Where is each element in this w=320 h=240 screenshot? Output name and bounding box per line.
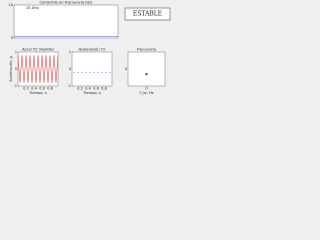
y-tick-label: -1 <box>67 84 71 88</box>
plot-area <box>13 4 119 39</box>
y-tick-label: 0 <box>125 67 128 71</box>
data-point <box>73 71 75 73</box>
plot-title: Frecuencia <box>137 48 156 52</box>
data-point <box>81 71 83 73</box>
x-tick-label: 0.2 <box>23 87 29 91</box>
data-point <box>85 71 87 73</box>
y-axis-label: Aceleración, g <box>9 56 13 82</box>
data-point <box>77 71 79 73</box>
x-tick-label: 0.6 <box>93 87 99 91</box>
data-point <box>93 71 95 73</box>
data-point <box>109 71 111 73</box>
y-tick-label: 0 <box>11 36 14 40</box>
status-box <box>124 7 171 21</box>
x-tick-label: 0.8 <box>47 87 53 91</box>
app-window: ESTABLE Contenido en Frecuencia (Hz)0102… <box>0 0 174 100</box>
y-tick-label: 0 <box>15 67 18 71</box>
x-axis-label: Tiempo, s <box>82 91 101 95</box>
y-tick-label: -1 <box>13 84 17 88</box>
data-point <box>105 71 107 73</box>
data-line <box>17 55 59 83</box>
status-text: ESTABLE <box>133 11 162 18</box>
x-axis-label: f_hz, Hz <box>139 91 153 95</box>
x-tick-label: 0.8 <box>101 87 107 91</box>
x-tick-label: 0.4 <box>85 87 91 91</box>
data-point <box>89 71 91 73</box>
data-point <box>101 71 103 73</box>
x-tick-label: 0 <box>145 87 148 91</box>
x-tick-label: 0.6 <box>39 87 45 91</box>
y-tick-label: 1 <box>15 50 17 54</box>
annotation: 25.0Hz <box>26 6 39 10</box>
plot-title: Aceleración Y2 <box>79 48 106 52</box>
x-axis-label: Tiempo, s <box>28 91 47 95</box>
plot-title: Accel Y2 medidas <box>22 48 54 52</box>
data-point <box>145 72 148 76</box>
data-point <box>97 71 99 73</box>
plot-area <box>71 51 113 87</box>
plot-area <box>127 51 166 87</box>
x-tick-label: 0.2 <box>77 87 83 91</box>
x-tick-label: 0.4 <box>31 87 37 91</box>
y-tick-label: 0 <box>69 67 72 71</box>
y-tick-label: 1 <box>69 50 71 54</box>
plot-title: Contenido en Frecuencia (Hz) <box>39 1 93 5</box>
y-tick-label: 10 <box>8 3 13 7</box>
